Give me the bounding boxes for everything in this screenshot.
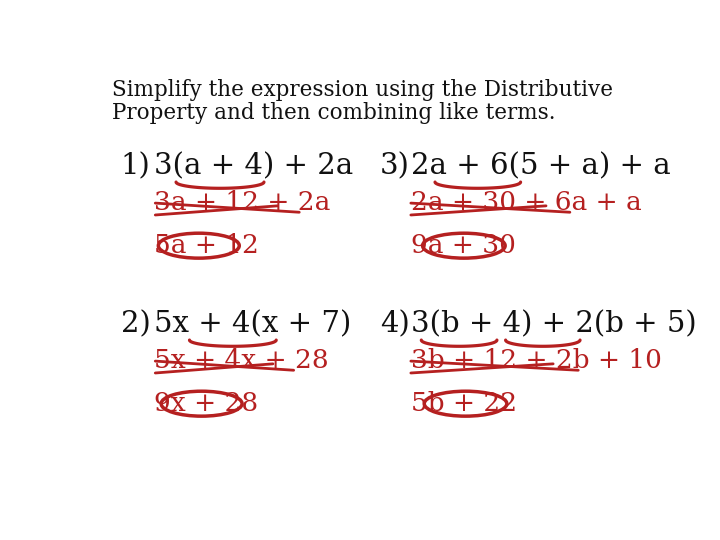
Text: 3(a + 4) + 2a: 3(a + 4) + 2a bbox=[154, 153, 354, 181]
Text: 9a + 30: 9a + 30 bbox=[411, 233, 516, 258]
Text: 1): 1) bbox=[121, 153, 150, 181]
Text: 9x + 28: 9x + 28 bbox=[154, 391, 258, 416]
Text: 5x + 4(x + 7): 5x + 4(x + 7) bbox=[154, 310, 351, 339]
Text: 3(b + 4) + 2(b + 5): 3(b + 4) + 2(b + 5) bbox=[411, 310, 696, 339]
Text: Property and then combining like terms.: Property and then combining like terms. bbox=[112, 102, 556, 124]
Text: 5a + 12: 5a + 12 bbox=[154, 233, 259, 258]
Text: 2a + 30 + 6a + a: 2a + 30 + 6a + a bbox=[411, 190, 642, 214]
Text: 5b + 22: 5b + 22 bbox=[411, 391, 517, 416]
Text: Simplify the expression using the Distributive: Simplify the expression using the Distri… bbox=[112, 79, 613, 102]
Text: 4): 4) bbox=[380, 310, 410, 339]
Text: 2): 2) bbox=[121, 310, 150, 339]
Text: 2a + 6(5 + a) + a: 2a + 6(5 + a) + a bbox=[411, 153, 670, 181]
Text: 3b + 12 + 2b + 10: 3b + 12 + 2b + 10 bbox=[411, 348, 662, 373]
Text: 5x + 4x + 28: 5x + 4x + 28 bbox=[154, 348, 329, 373]
Text: 3a + 12 + 2a: 3a + 12 + 2a bbox=[154, 190, 330, 214]
Text: 3): 3) bbox=[380, 153, 410, 181]
